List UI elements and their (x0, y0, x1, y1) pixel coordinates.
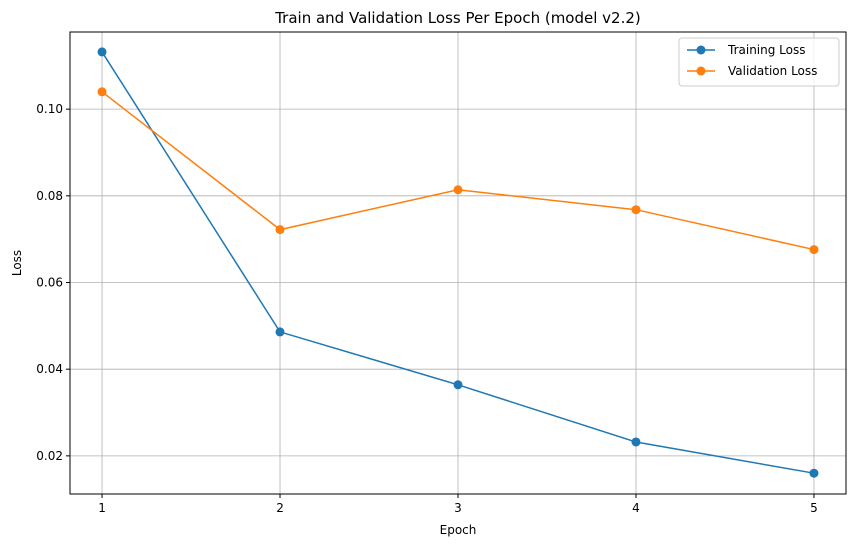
x-axis-label: Epoch (440, 523, 477, 537)
y-tick-label: 0.06 (36, 276, 63, 290)
chart-title: Train and Validation Loss Per Epoch (mod… (274, 9, 641, 27)
validation-loss-point (453, 185, 463, 195)
legend-marker-training (696, 45, 706, 55)
training-loss-point (631, 437, 641, 447)
y-tick-label: 0.02 (36, 449, 63, 463)
validation-loss-point (275, 225, 285, 235)
y-tick-label: 0.04 (36, 362, 63, 376)
legend-box (678, 37, 840, 87)
y-tick-label: 0.10 (36, 102, 63, 116)
y-axis: 0.02 0.04 0.06 0.08 0.10 (36, 102, 70, 463)
legend: Training Loss Validation Loss (678, 37, 840, 87)
training-loss-point (453, 380, 463, 390)
training-loss-point (97, 47, 107, 57)
x-tick-label: 4 (632, 501, 640, 515)
y-tick-label: 0.08 (36, 189, 63, 203)
x-tick-label: 3 (454, 501, 462, 515)
x-axis: 1 2 3 4 5 (98, 494, 818, 515)
training-loss-point (809, 468, 819, 478)
x-tick-label: 5 (810, 501, 818, 515)
validation-loss-point (631, 205, 641, 215)
validation-loss-point (97, 87, 107, 97)
series-layer (97, 47, 819, 478)
legend-label-validation: Validation Loss (728, 64, 817, 78)
validation-loss-point (809, 245, 819, 255)
training-loss-point (275, 327, 285, 337)
x-tick-label: 2 (276, 501, 284, 515)
y-axis-label: Loss (10, 250, 24, 276)
x-tick-label: 1 (98, 501, 106, 515)
grid-lines (70, 32, 846, 494)
legend-label-training: Training Loss (727, 43, 805, 57)
legend-marker-validation (696, 66, 706, 76)
